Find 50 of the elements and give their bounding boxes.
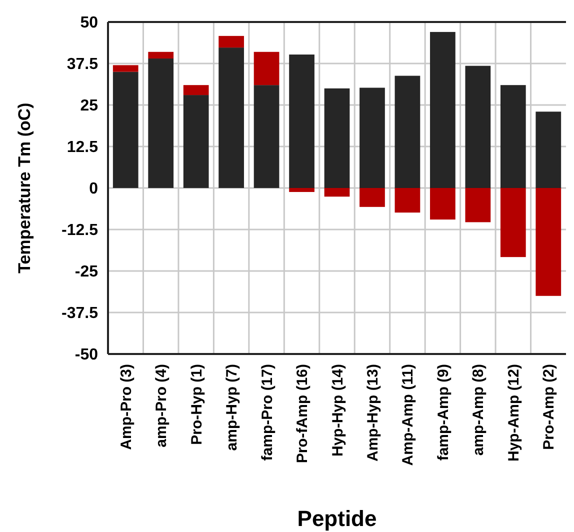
x-tick-label: famp-Amp (9) (434, 364, 452, 461)
bar (360, 188, 385, 207)
x-tick-label: Amp-Hyp (13) (364, 364, 382, 462)
bar (183, 95, 209, 188)
bar (289, 54, 314, 188)
bar (218, 48, 244, 188)
bar (394, 188, 420, 213)
y-tick-label: -12.5 (62, 222, 98, 240)
x-tick-label: amp-Pro (4) (153, 364, 170, 448)
bar (360, 88, 385, 188)
x-tick-label: Pro-Amp (2) (540, 364, 558, 450)
y-tick-label: 37.5 (66, 56, 98, 74)
bar (254, 85, 280, 188)
bar (218, 36, 244, 48)
bar (289, 188, 314, 192)
x-tick-label: famp-Pro (17) (258, 364, 276, 461)
y-tick-label: -25 (74, 264, 98, 281)
x-tick-label: Amp-Pro (3) (118, 364, 135, 450)
x-tick-label: amp-Hyp (7) (224, 364, 241, 451)
bar (183, 85, 209, 96)
x-axis-title: Peptide (297, 506, 377, 531)
y-tick-label: 12.5 (66, 139, 98, 156)
y-tick-label: -37.5 (62, 305, 98, 322)
bar (394, 76, 420, 188)
y-tick-label: -50 (74, 346, 98, 364)
bar (148, 52, 174, 59)
bar (430, 32, 456, 188)
bar (500, 85, 526, 188)
bar (112, 65, 138, 72)
bar (324, 88, 350, 188)
x-tick-label: Pro-fAmp (16) (294, 364, 312, 464)
bar (430, 188, 456, 220)
bar (500, 188, 526, 258)
bar (465, 188, 491, 222)
bar (112, 72, 138, 188)
bar (536, 188, 562, 296)
y-tick-label: 0 (89, 180, 98, 198)
x-tick-label: Hyp-Hyp (14) (329, 364, 346, 457)
x-tick-label: Hyp-Amp (12) (505, 364, 522, 462)
bar (254, 52, 280, 86)
y-axis-title: Temperature Tm (oC) (15, 102, 34, 274)
bar (324, 188, 350, 197)
bar (465, 66, 491, 188)
x-tick-label: Pro-Hyp (1) (188, 364, 206, 445)
bar (536, 112, 562, 188)
x-tick-label: amp-Amp (8) (470, 364, 488, 456)
y-tick-label: 25 (80, 98, 98, 115)
y-tick-label: 50 (80, 14, 98, 32)
bar (148, 58, 174, 188)
x-tick-label: Amp-Amp (11) (400, 364, 417, 466)
